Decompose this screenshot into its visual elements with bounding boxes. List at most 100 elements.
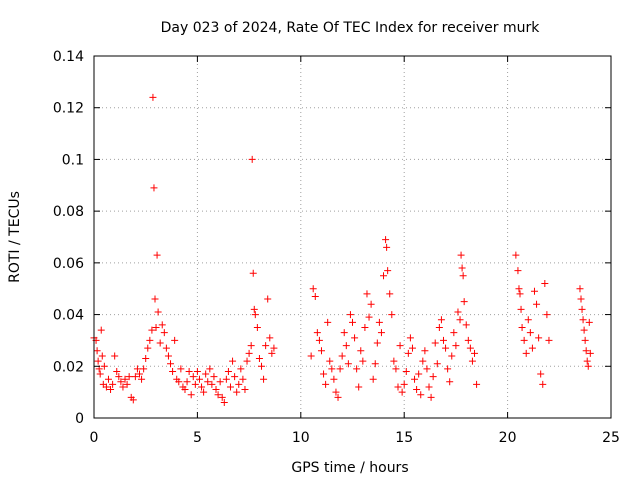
data-point: [160, 329, 168, 337]
data-point: [533, 300, 541, 308]
y-tick-label: 0.06: [53, 256, 84, 272]
data-point: [384, 267, 392, 275]
grid: [94, 56, 611, 418]
data-point: [123, 380, 131, 388]
data-point: [365, 313, 373, 321]
x-tick-label: 20: [499, 430, 517, 446]
data-point: [423, 365, 431, 373]
data-point: [577, 295, 585, 303]
axis-ticks: 0 5 10 15 20 25 0 0.02 0.04 0.06 0.08 0.1 0.12 0.14: [53, 49, 620, 446]
data-point: [373, 339, 381, 347]
data-point: [248, 155, 256, 163]
data-point: [516, 290, 524, 298]
data-point: [94, 357, 102, 365]
data-point: [415, 370, 423, 378]
data-point: [152, 324, 160, 331]
plot-frame: [93, 55, 612, 419]
data-point: [450, 329, 458, 337]
data-point: [580, 326, 588, 334]
data-point: [153, 251, 161, 259]
data-point: [471, 349, 479, 357]
data-point: [243, 357, 251, 365]
data-point: [249, 269, 257, 277]
data-point: [171, 336, 179, 344]
data-point: [431, 339, 439, 347]
data-point: [371, 360, 379, 368]
data-point: [107, 386, 115, 394]
data-point: [367, 300, 375, 308]
data-point: [512, 251, 520, 259]
data-point: [464, 336, 472, 344]
data-point: [144, 344, 152, 352]
data-point: [526, 329, 534, 337]
data-point: [119, 383, 127, 391]
data-point: [239, 375, 247, 383]
data-point: [398, 388, 406, 396]
data-point: [466, 344, 474, 352]
x-tick-label: 5: [193, 430, 202, 446]
data-point: [195, 375, 203, 383]
data-point: [146, 336, 154, 344]
data-point: [245, 349, 253, 357]
data-point: [342, 342, 350, 350]
x-axis-title: GPS time / hours: [291, 460, 408, 476]
data-point: [579, 316, 587, 324]
data-point: [247, 342, 255, 350]
data-point: [200, 388, 208, 396]
data-point: [270, 344, 278, 352]
data-point: [96, 370, 104, 378]
data-point: [158, 321, 166, 329]
data-point: [149, 93, 157, 101]
data-point: [584, 362, 592, 370]
data-point: [545, 336, 553, 344]
data-point: [351, 334, 359, 342]
data-point: [97, 326, 105, 334]
data-point: [473, 380, 481, 388]
data-point: [198, 383, 206, 391]
data-point: [266, 334, 274, 342]
data-point: [375, 318, 383, 326]
data-point: [185, 367, 193, 375]
data-point: [439, 336, 447, 344]
data-point: [388, 311, 396, 319]
data-point: [226, 383, 234, 391]
data-point: [363, 290, 371, 298]
data-point: [433, 360, 441, 368]
data-point: [133, 365, 141, 373]
data-point: [396, 342, 404, 350]
data-point: [334, 393, 342, 401]
data-point: [336, 365, 344, 373]
data-point: [210, 373, 218, 381]
data-point: [520, 336, 528, 344]
data-point: [113, 367, 121, 375]
data-point: [338, 352, 346, 360]
data-point: [258, 362, 266, 370]
data-point: [357, 347, 365, 355]
data-point: [307, 352, 315, 360]
data-point: [583, 357, 591, 365]
y-axis-title: ROTI / TECUs: [7, 191, 23, 283]
data-point: [250, 305, 258, 313]
data-point: [214, 391, 222, 399]
data-point: [369, 375, 377, 383]
data-point: [581, 336, 589, 344]
data-point: [427, 393, 435, 401]
data-point: [222, 375, 230, 383]
data-point: [326, 357, 334, 365]
data-point: [175, 378, 183, 386]
data-point: [109, 380, 117, 388]
data-point: [315, 336, 323, 344]
y-tick-label: 0: [75, 411, 84, 427]
data-point: [260, 375, 268, 383]
data-point: [392, 365, 400, 373]
y-tick-label: 0.02: [53, 359, 84, 375]
data-point: [313, 329, 321, 337]
data-point: [456, 316, 464, 324]
data-point: [156, 339, 164, 347]
data-point: [543, 311, 551, 319]
data-point: [332, 388, 340, 396]
x-tick-label: 10: [292, 430, 310, 446]
data-point: [390, 357, 398, 365]
data-point: [361, 324, 369, 331]
data-point: [129, 396, 137, 404]
